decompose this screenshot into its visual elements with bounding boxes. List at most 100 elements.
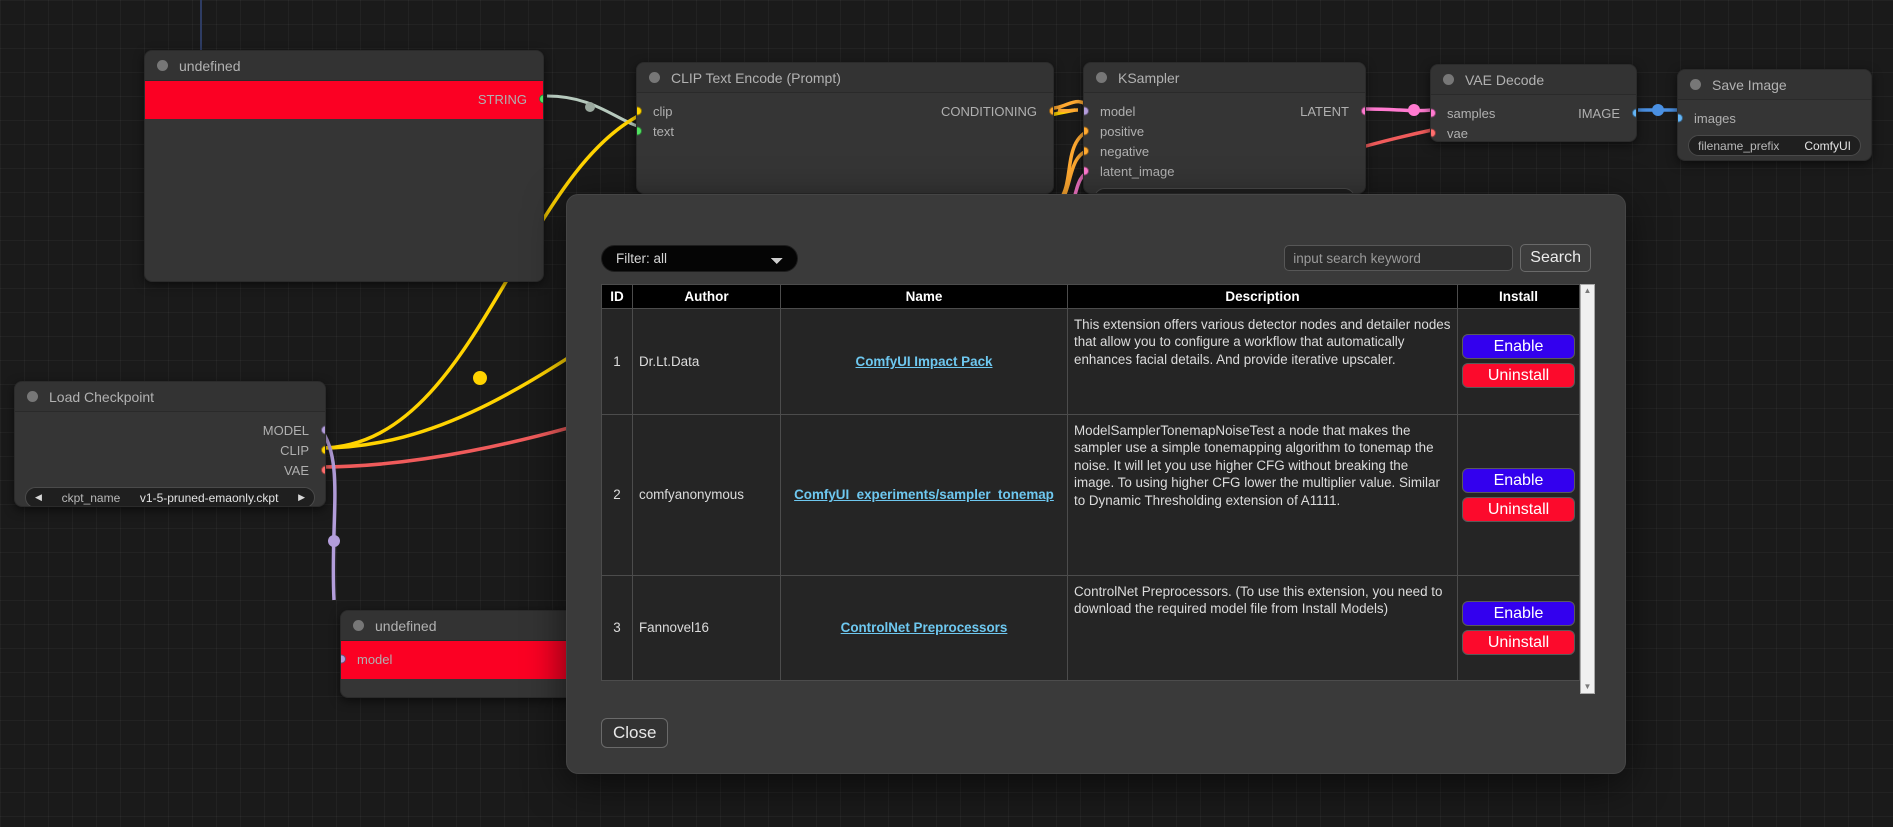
node-load-checkpoint[interactable]: Load Checkpoint MODEL CLIP VAE ◀ ckpt_name v1-… bbox=[14, 381, 326, 507]
table-row: 2 comfyanonymous ComfyUI_experiments/sampl… bbox=[601, 413, 1580, 576]
cell-install: Enable Uninstall bbox=[1457, 413, 1580, 576]
filler-cell bbox=[601, 680, 633, 694]
collapse-icon[interactable] bbox=[353, 620, 364, 631]
input-slot-latent_image[interactable]: latent_image bbox=[1084, 161, 1365, 181]
cell-id: 2 bbox=[601, 413, 633, 576]
slot-dot-icon[interactable] bbox=[320, 465, 325, 475]
collapse-icon[interactable] bbox=[1096, 72, 1107, 83]
node-title: Load Checkpoint bbox=[15, 382, 325, 412]
extension-table-wrapper: ID Author Name Description Install 1 Dr.Lt.Da… bbox=[601, 284, 1595, 694]
uninstall-button[interactable]: Uninstall bbox=[1462, 629, 1575, 655]
slot-dot-icon[interactable] bbox=[1048, 106, 1053, 116]
node-body: images filename_prefix ComfyUI bbox=[1678, 100, 1871, 160]
slot-label: model bbox=[357, 651, 393, 667]
input-slot-positive[interactable]: positive bbox=[1084, 121, 1365, 141]
output-slot-MODEL[interactable]: MODEL bbox=[15, 420, 325, 440]
node-ksampler[interactable]: KSampler model LATENT positive negative laten… bbox=[1083, 62, 1366, 194]
slot-dot-icon[interactable] bbox=[1084, 126, 1089, 136]
slot-dot-icon[interactable] bbox=[538, 94, 543, 104]
extension-link[interactable]: ComfyUI_experiments/sampler_tonemap bbox=[794, 487, 1054, 503]
slot-label: LATENT bbox=[1300, 103, 1349, 119]
filler-cell bbox=[780, 680, 1068, 694]
close-button[interactable]: Close bbox=[601, 718, 669, 748]
extension-link[interactable]: ComfyUI Impact Pack bbox=[855, 353, 993, 369]
widget-ckpt_name[interactable]: ◀ ckpt_name v1-5-pruned-emaonly.ckpt ▶ bbox=[25, 487, 315, 506]
enable-button[interactable]: Enable bbox=[1462, 467, 1575, 493]
cell-id: 3 bbox=[601, 574, 633, 682]
scroll-down-arrow[interactable]: ▼ bbox=[1583, 682, 1592, 691]
slot-dot-icon[interactable] bbox=[1631, 108, 1636, 118]
slot-label: CONDITIONING bbox=[940, 103, 1037, 119]
collapse-icon[interactable] bbox=[157, 60, 168, 71]
table-scrollbar[interactable]: ▲ ▼ bbox=[1580, 284, 1595, 694]
cell-author: Dr.Lt.Data bbox=[632, 308, 781, 415]
slot-label: vae bbox=[1447, 125, 1468, 141]
slot-dot-icon[interactable] bbox=[320, 425, 325, 435]
slot-label: negative bbox=[1100, 143, 1150, 159]
uninstall-button[interactable]: Uninstall bbox=[1462, 363, 1575, 389]
input-slot-images[interactable]: images bbox=[1678, 108, 1871, 128]
filter-select[interactable]: Filter: allFilter: installedFilter: not … bbox=[601, 244, 798, 272]
search-button[interactable]: Search bbox=[1520, 244, 1591, 272]
node-title-label: undefined bbox=[375, 617, 437, 634]
search-input[interactable] bbox=[1284, 245, 1514, 271]
scroll-up-arrow[interactable]: ▲ bbox=[1583, 286, 1592, 295]
table-filler-row bbox=[601, 680, 1580, 694]
slot-dot-icon[interactable] bbox=[637, 126, 642, 136]
slot-dot-icon[interactable] bbox=[1678, 113, 1683, 123]
column-header-id: ID bbox=[601, 284, 633, 309]
table-header-row: ID Author Name Description Install bbox=[601, 284, 1580, 309]
search-group: Search bbox=[1284, 244, 1591, 272]
enable-button[interactable]: Enable bbox=[1462, 600, 1575, 626]
node-body: clip CONDITIONING text bbox=[637, 93, 1053, 151]
enable-button[interactable]: Enable bbox=[1462, 334, 1575, 360]
input-slot-model[interactable]: model bbox=[1084, 101, 1365, 121]
output-slot-IMAGE[interactable]: IMAGE bbox=[1431, 103, 1636, 123]
input-slot-negative[interactable]: negative bbox=[1084, 141, 1365, 161]
slot-dot-icon[interactable] bbox=[1360, 106, 1365, 116]
node-title-label: Save Image bbox=[1712, 76, 1787, 93]
slot-dot-icon[interactable] bbox=[1084, 166, 1089, 176]
output-slot-LATENT[interactable]: LATENT bbox=[1084, 101, 1365, 121]
output-slot-STRING[interactable]: STRING bbox=[145, 89, 543, 109]
node-vae-decode[interactable]: VAE Decode samples IMAGE vae bbox=[1430, 64, 1637, 142]
slot-label: CLIP bbox=[280, 442, 309, 458]
slot-label: positive bbox=[1100, 123, 1145, 139]
input-slot-model[interactable]: model bbox=[341, 649, 629, 669]
widget-value: v1-5-pruned-emaonly.ckpt bbox=[139, 490, 279, 505]
cell-name: ControlNet Preprocessors bbox=[780, 574, 1068, 682]
node-title-label: KSampler bbox=[1118, 69, 1180, 86]
uninstall-button[interactable]: Uninstall bbox=[1462, 496, 1575, 522]
collapse-icon[interactable] bbox=[1690, 79, 1701, 90]
collapse-icon[interactable] bbox=[649, 72, 660, 83]
extension-link[interactable]: ControlNet Preprocessors bbox=[840, 620, 1008, 636]
slot-label: VAE bbox=[283, 462, 309, 478]
collapse-icon[interactable] bbox=[27, 391, 38, 402]
input-slot-text[interactable]: text bbox=[637, 121, 1053, 141]
widget-prev-icon[interactable]: ◀ bbox=[35, 492, 42, 502]
input-slot-clip[interactable]: clip bbox=[637, 101, 1053, 121]
slot-dot-icon[interactable] bbox=[341, 654, 346, 664]
collapse-icon[interactable] bbox=[1443, 74, 1454, 85]
widget-next-icon[interactable]: ▶ bbox=[298, 492, 305, 502]
input-slot-vae[interactable]: vae bbox=[1431, 123, 1636, 141]
slot-dot-icon[interactable] bbox=[1084, 146, 1089, 156]
widget-name: ckpt_name bbox=[61, 490, 121, 505]
slot-label: clip bbox=[653, 103, 673, 119]
widget-filename_prefix[interactable]: filename_prefix ComfyUI bbox=[1688, 135, 1861, 156]
slot-dot-icon[interactable] bbox=[320, 445, 325, 455]
input-slot-samples[interactable]: samples bbox=[1431, 103, 1636, 123]
column-header-name: Name bbox=[780, 284, 1068, 309]
slot-dot-icon[interactable] bbox=[1431, 128, 1436, 138]
output-slot-CLIP[interactable]: CLIP bbox=[15, 440, 325, 460]
node-save-image[interactable]: Save Image images filename_prefix ComfyUI bbox=[1677, 69, 1872, 161]
node-undefined-string[interactable]: undefined STRING bbox=[144, 50, 544, 282]
cell-install: Enable Uninstall bbox=[1457, 574, 1580, 682]
cell-author: comfyanonymous bbox=[632, 413, 781, 576]
node-clip-text-encode[interactable]: CLIP Text Encode (Prompt) clip CONDITIONIN… bbox=[636, 62, 1054, 194]
output-slot-VAE[interactable]: VAE bbox=[15, 460, 325, 480]
node-title-label: CLIP Text Encode (Prompt) bbox=[671, 69, 841, 86]
filler-cell bbox=[1457, 680, 1580, 694]
cell-description: ControlNet Preprocessors. (To use this e… bbox=[1067, 574, 1458, 682]
output-slot-CONDITIONING[interactable]: CONDITIONING bbox=[637, 101, 1053, 121]
